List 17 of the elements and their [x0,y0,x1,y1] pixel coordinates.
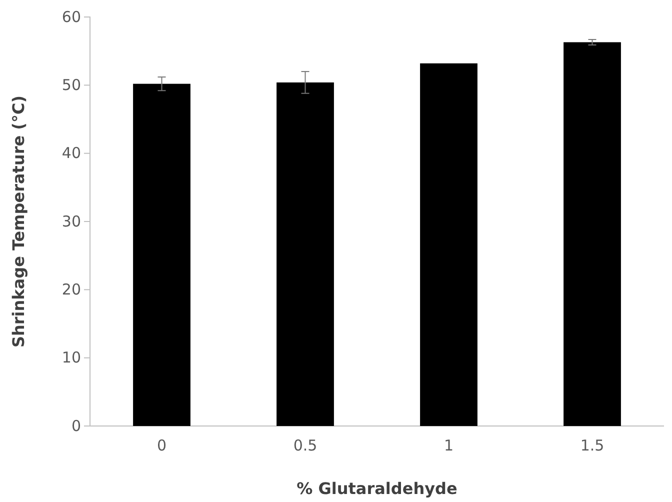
x-tick-label: 0 [156,436,167,455]
y-tick-label: 20 [62,280,81,298]
y-tick-label: 50 [62,76,81,94]
x-axis-title: % Glutaraldehyde [296,479,458,498]
y-axis-title: Shrinkage Temperature (°C) [9,95,28,348]
y-tick-label: 30 [62,212,81,230]
x-tick-label: 0.5 [293,436,318,455]
y-tick-label: 10 [62,348,81,367]
bar [564,42,621,426]
y-tick-label: 60 [62,8,81,26]
bar [133,84,190,426]
y-tick-label: 40 [62,144,81,162]
bar [420,63,478,426]
x-tick-label: 1 [444,436,454,455]
bar [276,82,334,426]
y-tick-label: 0 [71,416,81,435]
x-tick-label: 1.5 [580,436,604,455]
